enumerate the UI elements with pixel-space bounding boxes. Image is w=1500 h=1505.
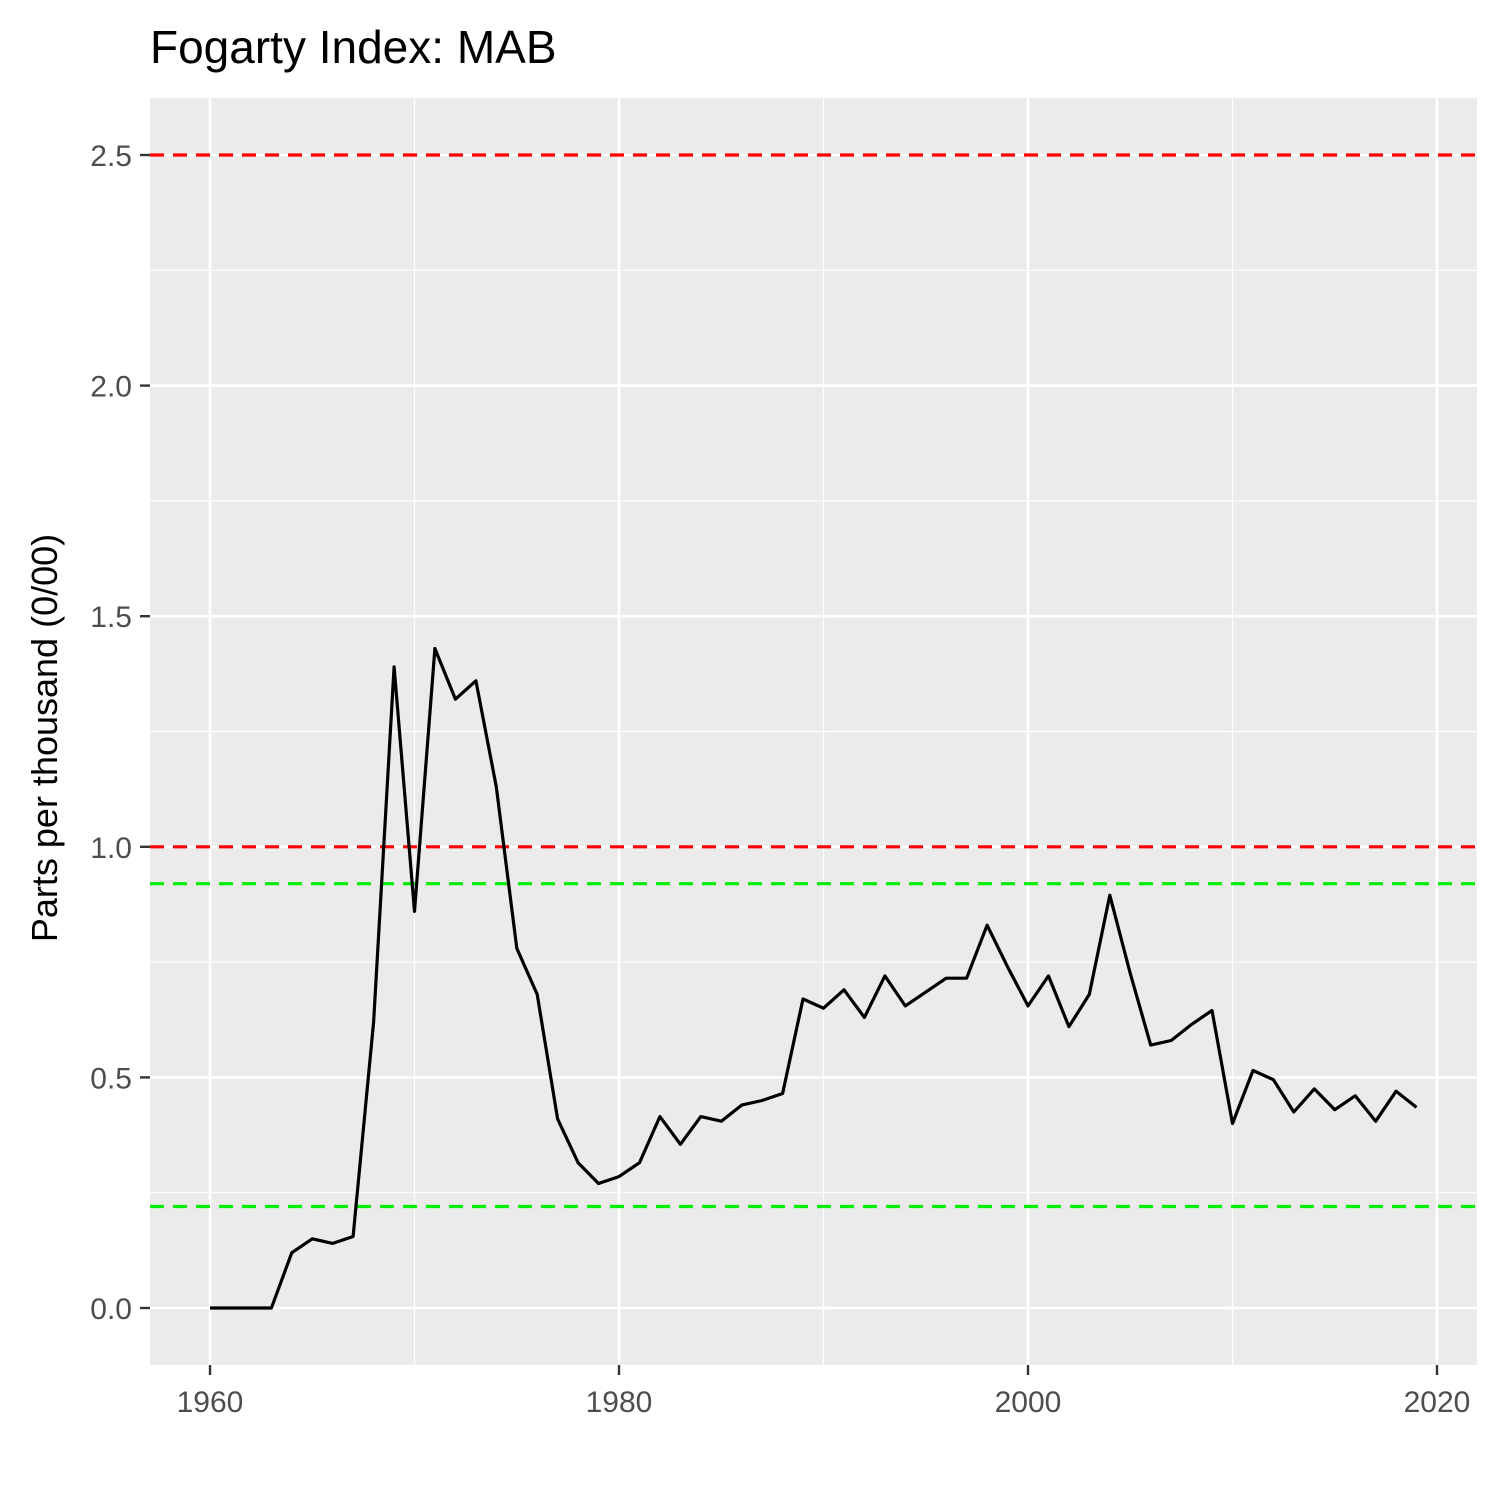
y-tick-label: 2.0	[90, 371, 132, 404]
series-line	[210, 646, 1418, 1310]
y-axis-label: Parts per thousand (0/00)	[24, 534, 65, 942]
x-tick-label: 1980	[586, 1386, 653, 1419]
x-tick-label: 2000	[995, 1386, 1062, 1419]
y-tick-label: 2.5	[90, 140, 132, 173]
x-tick-label: 1960	[177, 1386, 244, 1419]
y-tick-label: 0.0	[90, 1293, 132, 1326]
x-tick-label: 2020	[1404, 1386, 1471, 1419]
y-tick-label: 1.5	[90, 601, 132, 634]
y-tick-label: 0.5	[90, 1062, 132, 1095]
y-tick-label: 1.0	[90, 832, 132, 865]
chart-title: Fogarty Index: MAB	[150, 21, 557, 73]
